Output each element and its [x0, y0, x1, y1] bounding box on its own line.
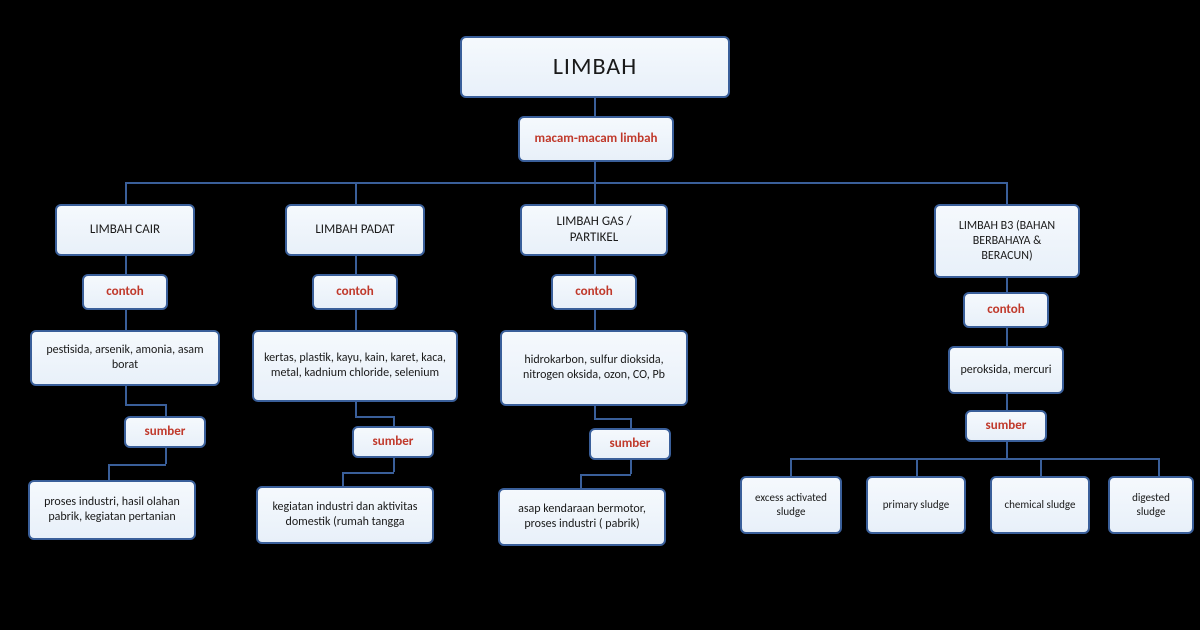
connector — [594, 256, 596, 274]
connector — [165, 448, 167, 464]
cat-cair: LIMBAH CAIR — [55, 204, 195, 256]
connector — [594, 162, 596, 182]
connector — [580, 474, 582, 488]
connector — [594, 406, 596, 418]
connector — [630, 418, 632, 428]
connector — [108, 464, 166, 466]
connector — [125, 256, 127, 274]
connector — [125, 182, 127, 204]
b3-sludge-1: primary sludge — [866, 476, 966, 534]
b3-sludge-3: digested sludge — [1108, 476, 1194, 534]
connector — [355, 402, 357, 416]
sumber-padat-text: kegiatan industri dan aktivitas domestik… — [256, 486, 434, 544]
connector — [125, 182, 1008, 184]
connector — [125, 310, 127, 330]
contoh-padat: contoh — [312, 274, 398, 310]
connector — [594, 98, 596, 116]
sumber-b3: sumber — [965, 410, 1047, 442]
connector — [393, 458, 395, 472]
connector — [594, 182, 596, 204]
subtitle-node: macam-macam limbah — [518, 116, 674, 162]
connector — [1040, 458, 1042, 476]
connector — [393, 416, 395, 426]
root-node: LIMBAH — [460, 36, 730, 98]
cat-b3: LIMBAH B3 (BAHAN BERBAHAYA & BERACUN) — [934, 204, 1080, 278]
connector — [916, 458, 918, 476]
connector — [342, 472, 394, 474]
connector — [1006, 182, 1008, 204]
sumber-cair-text: proses industri, hasil olahan pabrik, ke… — [28, 480, 196, 540]
contoh-cair: contoh — [82, 274, 168, 310]
contoh-cair-text: pestisida, arsenik, amonia, asam borat — [30, 330, 220, 386]
connector — [630, 460, 632, 474]
contoh-gas: contoh — [551, 274, 637, 310]
cat-padat: LIMBAH PADAT — [285, 204, 425, 256]
connector — [1006, 328, 1008, 346]
connector — [108, 464, 110, 480]
connector — [355, 256, 357, 274]
connector — [125, 386, 127, 404]
b3-sludge-2: chemical sludge — [990, 476, 1090, 534]
connector — [1006, 394, 1008, 410]
connector — [580, 474, 631, 476]
connector — [125, 404, 165, 406]
connector — [594, 310, 596, 330]
contoh-padat-text: kertas, plastik, kayu, kain, karet, kaca… — [252, 330, 458, 402]
sumber-cair: sumber — [124, 416, 206, 448]
connector — [790, 458, 1160, 460]
contoh-b3: contoh — [963, 292, 1049, 328]
b3-sludge-0: excess activated sludge — [740, 476, 842, 534]
sumber-gas-text: asap kendaraan bermotor, proses industri… — [498, 488, 666, 546]
cat-gas: LIMBAH GAS / PARTIKEL — [520, 204, 668, 256]
connector — [790, 458, 792, 476]
connector — [1006, 442, 1008, 458]
connector — [355, 182, 357, 204]
connector — [594, 418, 630, 420]
connector — [355, 416, 393, 418]
connector — [1158, 458, 1160, 476]
sumber-padat: sumber — [352, 426, 434, 458]
connector — [342, 472, 344, 486]
connector — [165, 404, 167, 416]
contoh-b3-text: peroksida, mercuri — [948, 346, 1064, 394]
contoh-gas-text: hidrokarbon, sulfur dioksida, nitrogen o… — [500, 330, 688, 406]
connector — [1006, 278, 1008, 292]
connector — [355, 310, 357, 330]
sumber-gas: sumber — [589, 428, 671, 460]
